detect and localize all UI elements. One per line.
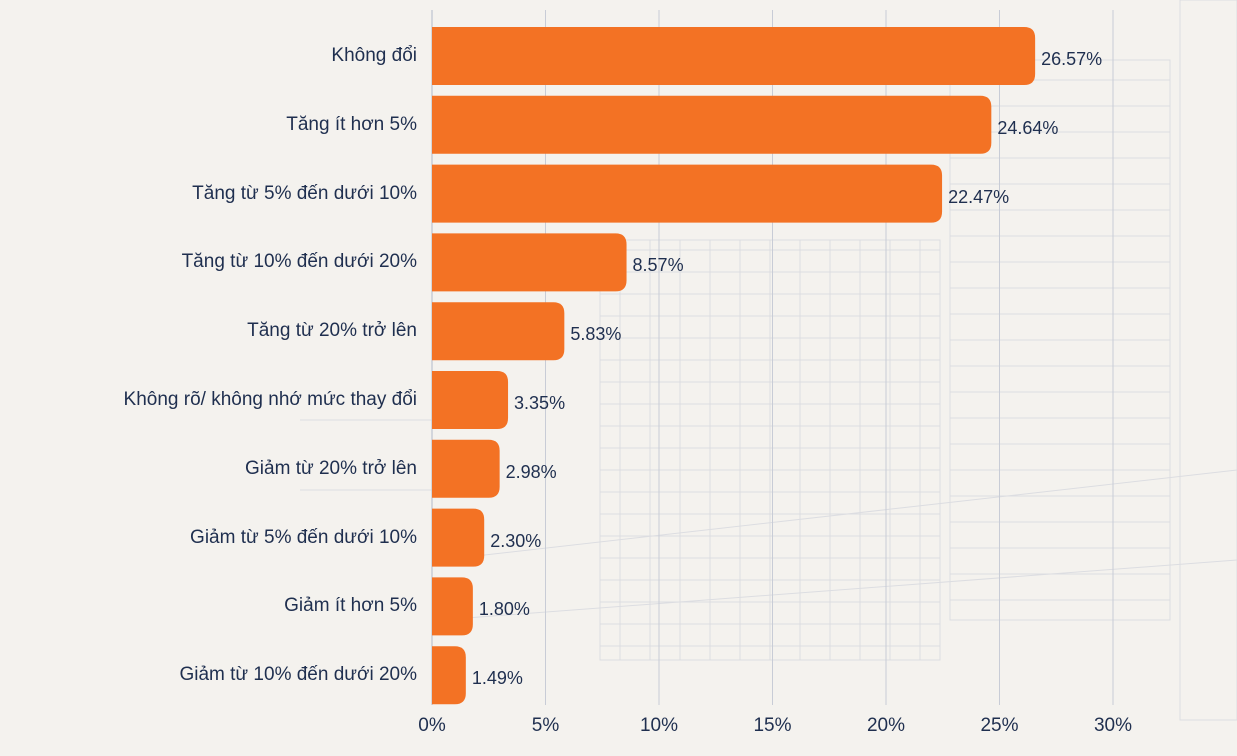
data-label: 22.47% <box>948 186 1010 207</box>
data-label: 26.57% <box>1041 49 1103 69</box>
x-tick-label: 15% <box>753 715 792 736</box>
bar <box>432 27 1036 85</box>
data-label: 5.83% <box>570 324 622 345</box>
bar <box>432 646 466 705</box>
category-label: Giảm ít hơn 5% <box>284 595 417 617</box>
x-tick-label: 10% <box>639 715 679 736</box>
data-label: 1.80% <box>478 599 530 620</box>
category-label: Tăng từ 10% đến dưới 20% <box>181 251 417 273</box>
bar <box>432 302 565 361</box>
bar <box>432 439 500 498</box>
category-label: Không rõ/ không nhớ mức thay đổi <box>123 389 417 410</box>
x-tick-label: 5% <box>531 715 560 736</box>
x-tick-label: 25% <box>980 715 1019 736</box>
data-label: 2.98% <box>505 461 557 482</box>
x-tick-label: 20% <box>866 715 906 736</box>
background-sketch <box>300 0 1237 721</box>
category-label: Tăng từ 5% đến dưới 10% <box>192 182 417 204</box>
category-label: Giảm từ 5% đến dưới 10% <box>190 526 417 548</box>
category-label: Không đổi <box>331 45 417 66</box>
bar <box>432 577 473 636</box>
bar <box>432 508 485 567</box>
x-tick-label: 30% <box>1093 715 1133 736</box>
data-label: 3.35% <box>514 393 566 413</box>
bar <box>432 95 992 154</box>
bar <box>432 233 627 292</box>
data-label: 2.30% <box>490 530 542 551</box>
bar <box>432 371 509 429</box>
bar <box>432 164 943 223</box>
data-label: 1.49% <box>471 668 523 689</box>
category-label: Tăng ít hơn 5% <box>286 113 417 135</box>
category-label: Giảm từ 20% trở lên <box>245 457 417 479</box>
data-label: 24.64% <box>997 117 1059 138</box>
data-label: 8.57% <box>632 255 684 276</box>
category-label: Giảm từ 10% đến dưới 20% <box>179 664 417 686</box>
category-label: Tăng từ 20% trở lên <box>247 320 417 342</box>
x-tick-label: 0% <box>418 715 446 736</box>
